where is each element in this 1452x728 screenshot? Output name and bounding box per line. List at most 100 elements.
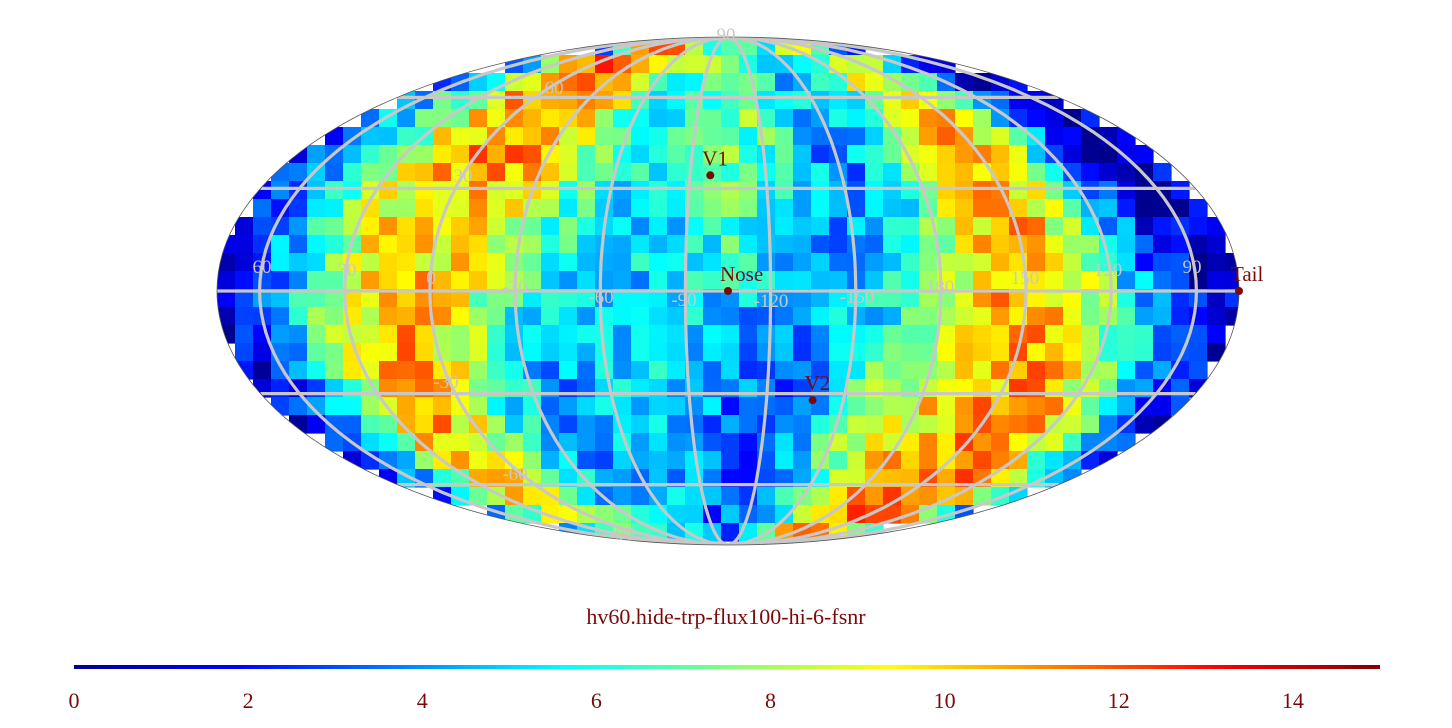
flux-cell	[595, 127, 614, 146]
flux-cell	[1045, 343, 1064, 362]
flux-cell	[613, 397, 632, 416]
flux-cell	[811, 487, 830, 506]
flux-cell	[505, 109, 524, 128]
flux-cell	[541, 451, 560, 470]
flux-cell	[775, 451, 794, 470]
flux-cell	[505, 397, 524, 416]
flux-cell	[775, 433, 794, 452]
flux-cell	[919, 163, 938, 182]
flux-cell	[271, 307, 290, 326]
flux-cell	[685, 145, 704, 164]
flux-cell	[577, 343, 596, 362]
flux-cell	[685, 235, 704, 254]
flux-cell	[397, 217, 416, 236]
flux-cell	[955, 253, 974, 272]
flux-cell	[883, 289, 902, 308]
flux-cell	[865, 307, 884, 326]
flux-cell	[451, 451, 470, 470]
flux-cell	[523, 289, 542, 308]
colorbar	[74, 665, 1380, 669]
flux-cell	[955, 163, 974, 182]
flux-cell	[451, 253, 470, 272]
flux-cell	[919, 271, 938, 290]
flux-cell	[559, 199, 578, 218]
flux-cell	[379, 361, 398, 380]
flux-cell	[577, 289, 596, 308]
flux-cell	[1027, 271, 1046, 290]
flux-cell	[847, 397, 866, 416]
flux-cell	[649, 451, 668, 470]
flux-cell	[667, 289, 686, 308]
flux-cell	[775, 163, 794, 182]
flux-cell	[235, 307, 254, 326]
map-title: hv60.hide-trp-flux100-hi-6-fsnr	[586, 604, 866, 629]
flux-cell	[991, 433, 1010, 452]
flux-cell	[775, 325, 794, 344]
flux-cell	[739, 397, 758, 416]
flux-cell	[559, 109, 578, 128]
flux-cell	[685, 253, 704, 272]
flux-cell	[901, 325, 920, 344]
flux-cell	[703, 433, 722, 452]
flux-cell	[469, 181, 488, 200]
flux-cell	[1153, 271, 1172, 290]
flux-cell	[1099, 343, 1118, 362]
flux-cell	[289, 325, 308, 344]
flux-cell	[433, 415, 452, 434]
flux-cell	[991, 253, 1010, 272]
flux-cell	[775, 253, 794, 272]
flux-cell	[865, 289, 884, 308]
flux-cell	[415, 433, 434, 452]
flux-cell	[523, 451, 542, 470]
flux-cell	[559, 271, 578, 290]
flux-cell	[325, 415, 344, 434]
flux-cell	[829, 235, 848, 254]
flux-cell	[1153, 217, 1172, 236]
flux-cell	[397, 181, 416, 200]
flux-cell	[1117, 307, 1136, 326]
flux-cell	[1027, 361, 1046, 380]
flux-cell	[595, 451, 614, 470]
flux-cell	[631, 397, 650, 416]
flux-cell	[559, 361, 578, 380]
flux-cell	[919, 253, 938, 272]
flux-cell	[289, 307, 308, 326]
flux-cell	[541, 469, 560, 488]
flux-cell	[667, 343, 686, 362]
flux-cell	[847, 73, 866, 92]
flux-cell	[307, 271, 326, 290]
flux-cell	[1153, 181, 1172, 200]
flux-cell	[487, 415, 506, 434]
flux-cell	[433, 289, 452, 308]
flux-cell	[937, 181, 956, 200]
flux-cell	[523, 127, 542, 146]
flux-cell	[973, 253, 992, 272]
flux-cell	[685, 343, 704, 362]
flux-cell	[667, 433, 686, 452]
flux-cell	[595, 145, 614, 164]
flux-cell	[1171, 289, 1190, 308]
flux-cell	[937, 325, 956, 344]
flux-cell	[361, 415, 380, 434]
flux-cell	[883, 127, 902, 146]
flux-cell	[703, 235, 722, 254]
flux-cell	[829, 361, 848, 380]
flux-cell	[577, 307, 596, 326]
flux-cell	[541, 73, 560, 92]
flux-cell	[1117, 433, 1136, 452]
flux-cell	[577, 451, 596, 470]
flux-cell	[397, 451, 416, 470]
flux-cell	[685, 55, 704, 74]
flux-cell	[685, 199, 704, 218]
flux-cell	[919, 307, 938, 326]
flux-cell	[775, 361, 794, 380]
flux-cell	[1063, 145, 1082, 164]
flux-cell	[433, 307, 452, 326]
flux-cell	[937, 217, 956, 236]
flux-cell	[991, 145, 1010, 164]
flux-cell	[487, 163, 506, 182]
flux-cell	[361, 397, 380, 416]
flux-cell	[901, 109, 920, 128]
flux-cell	[487, 199, 506, 218]
flux-cell	[487, 145, 506, 164]
